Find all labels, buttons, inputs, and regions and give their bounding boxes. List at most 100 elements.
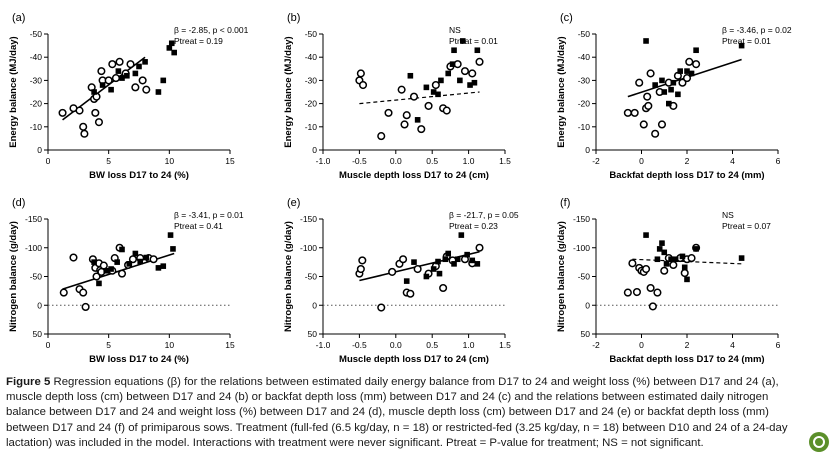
panel-b-point-fullfed <box>467 82 473 88</box>
panel-a-point-restricted <box>91 108 100 117</box>
panel-a-point-fullfed <box>124 72 130 79</box>
panel-e-point-fullfed <box>411 259 417 265</box>
panel-c-x-tick-label: 4 <box>730 156 735 166</box>
panel-b-x-tick-label: 0.0 <box>390 156 402 166</box>
panel-a-x-tick-label: 15 <box>225 156 235 166</box>
panel-d-y-tick-label: -150 <box>25 214 42 224</box>
panel-d-point-fullfed <box>103 267 110 274</box>
panel-e-point-fullfed <box>436 270 443 277</box>
panel-d-point-fullfed <box>96 280 102 287</box>
panel-c-point-fullfed <box>666 100 672 107</box>
panel-b-point-fullfed <box>471 79 478 86</box>
caption-text: Regression equations (β) for the relatio… <box>6 376 788 449</box>
panel-a-annotation: β = -2.85, p < 0.001 <box>174 25 249 35</box>
panel-c-x-tick-label: 2 <box>685 156 690 166</box>
panel-f-point-restricted <box>628 259 637 268</box>
panel-e-point-restricted <box>388 267 397 276</box>
panel-a-x-tick-label: 10 <box>165 156 175 166</box>
panel-f-point-restricted <box>632 287 642 297</box>
panel-c-point-restricted <box>630 108 639 117</box>
panel-a-point-fullfed <box>119 75 125 81</box>
panel-f-point-restricted <box>680 269 689 278</box>
panel-f-y-axis-label: Nitrogen balance (g/day) <box>556 221 567 332</box>
panel-a-point-fullfed <box>91 89 97 95</box>
panel-c-point-restricted <box>639 120 648 129</box>
panel-b-point-restricted <box>460 67 470 76</box>
panel-f-point-restricted <box>623 288 632 297</box>
panel-f-regression-line <box>632 258 742 265</box>
panel-f-y-tick-label: -50 <box>578 272 591 282</box>
panel-a-point-restricted <box>111 74 120 83</box>
panel-b-y-tick-label: -30 <box>305 75 318 85</box>
panel-b-point-fullfed <box>474 47 481 54</box>
panel-c-point-restricted <box>678 78 687 87</box>
panel-c-point-restricted <box>685 57 694 66</box>
panel-b-point-restricted <box>356 69 365 78</box>
panel-c-point-restricted <box>682 74 692 83</box>
panel-a-point-restricted <box>142 85 151 94</box>
panel-f-point-fullfed <box>661 249 668 256</box>
panel-c-point-fullfed <box>652 82 658 88</box>
panel-b-x-axis-label: Muscle depth loss D17 to 24 (cm) <box>339 170 489 181</box>
panel-e-y-tick-label: 0 <box>312 300 317 310</box>
panel-f-y-tick-label: 0 <box>585 300 590 310</box>
panel-e-point-restricted <box>358 256 367 265</box>
panel-b-point-restricted <box>377 132 386 141</box>
panel-a-y-tick-label: 0 <box>37 145 42 155</box>
panel-e-point-restricted <box>399 255 408 264</box>
panel-c-point-fullfed <box>675 91 681 98</box>
panel-c-point-restricted <box>646 69 655 78</box>
panel-a-point-fullfed <box>132 70 139 77</box>
panel-d-annotation: Ptreat = 0.41 <box>174 221 223 231</box>
panel-d-x-tick-label: 0 <box>46 340 51 350</box>
panel-b-point-fullfed <box>435 91 441 98</box>
panel-d-point-fullfed <box>155 265 162 271</box>
panel-e-point-restricted <box>356 264 365 274</box>
panel-a-y-tick-label: -30 <box>30 75 43 85</box>
panel-b-annotation: Ptreat = 0.01 <box>449 36 498 46</box>
panel-f-point-fullfed <box>643 232 649 238</box>
panel-b-x-tick-label: 1.5 <box>499 156 511 166</box>
panel-f-y-tick-label: -100 <box>573 243 590 253</box>
panel-c-y-axis-label: Energy balance (MJ/day) <box>556 36 567 147</box>
panel-a-y-tick-label: -40 <box>30 52 43 62</box>
panel-f-y-tick-label: -150 <box>573 214 590 224</box>
panel-d-label: (d) <box>12 197 25 209</box>
panel-b-x-tick-label: -0.5 <box>352 156 367 166</box>
panel-c-annotation: β = -3.46, p = 0.02 <box>722 25 792 35</box>
panel-b-point-restricted <box>400 120 409 129</box>
panel-a-point-restricted <box>115 57 124 66</box>
panel-c-point-restricted <box>651 129 660 138</box>
panel-c-y-tick-label: -10 <box>578 122 591 132</box>
panel-a-point-restricted <box>80 129 89 138</box>
panel-b-point-restricted <box>402 111 411 120</box>
panel-f-point-fullfed <box>656 246 663 252</box>
panel-e-x-tick-label: 0.0 <box>390 340 402 350</box>
panel-a-point-restricted <box>104 76 113 85</box>
panel-e-point-fullfed <box>451 261 457 267</box>
panel-e-label: (e) <box>287 197 300 209</box>
panel-a-point-restricted <box>75 106 84 115</box>
panel-d-point-fullfed <box>114 259 120 265</box>
panel-d-y-axis-label: Nitrogen balance (g/day) <box>8 221 19 332</box>
panel-a-x-tick-label: 5 <box>106 156 111 166</box>
panel-c-point-fullfed <box>670 79 677 86</box>
panel-d-x-tick-label: 5 <box>106 340 111 350</box>
panel-f-point-fullfed <box>679 253 686 260</box>
panel-c-point-restricted <box>635 78 644 87</box>
panel-b-regression-line <box>359 91 480 105</box>
panel-e-annotation: Ptreat = 0.23 <box>449 221 498 231</box>
panel-b-point-restricted <box>475 57 484 66</box>
panel-f-x-tick-label: 0 <box>639 340 644 350</box>
panel-d-y-tick-label: 0 <box>37 300 42 310</box>
panel-d-point-restricted <box>117 269 127 278</box>
panel-b-point-restricted <box>409 92 419 101</box>
panel-b-y-tick-label: -50 <box>305 29 318 39</box>
panel-a-point-fullfed <box>166 45 173 51</box>
panel-b-point-restricted <box>468 69 477 78</box>
panel-c-y-tick-label: -30 <box>578 75 591 85</box>
panel-c-y-tick-label: -50 <box>578 29 591 39</box>
panel-d-point-restricted <box>69 253 78 262</box>
panel-e-point-fullfed <box>435 258 441 265</box>
